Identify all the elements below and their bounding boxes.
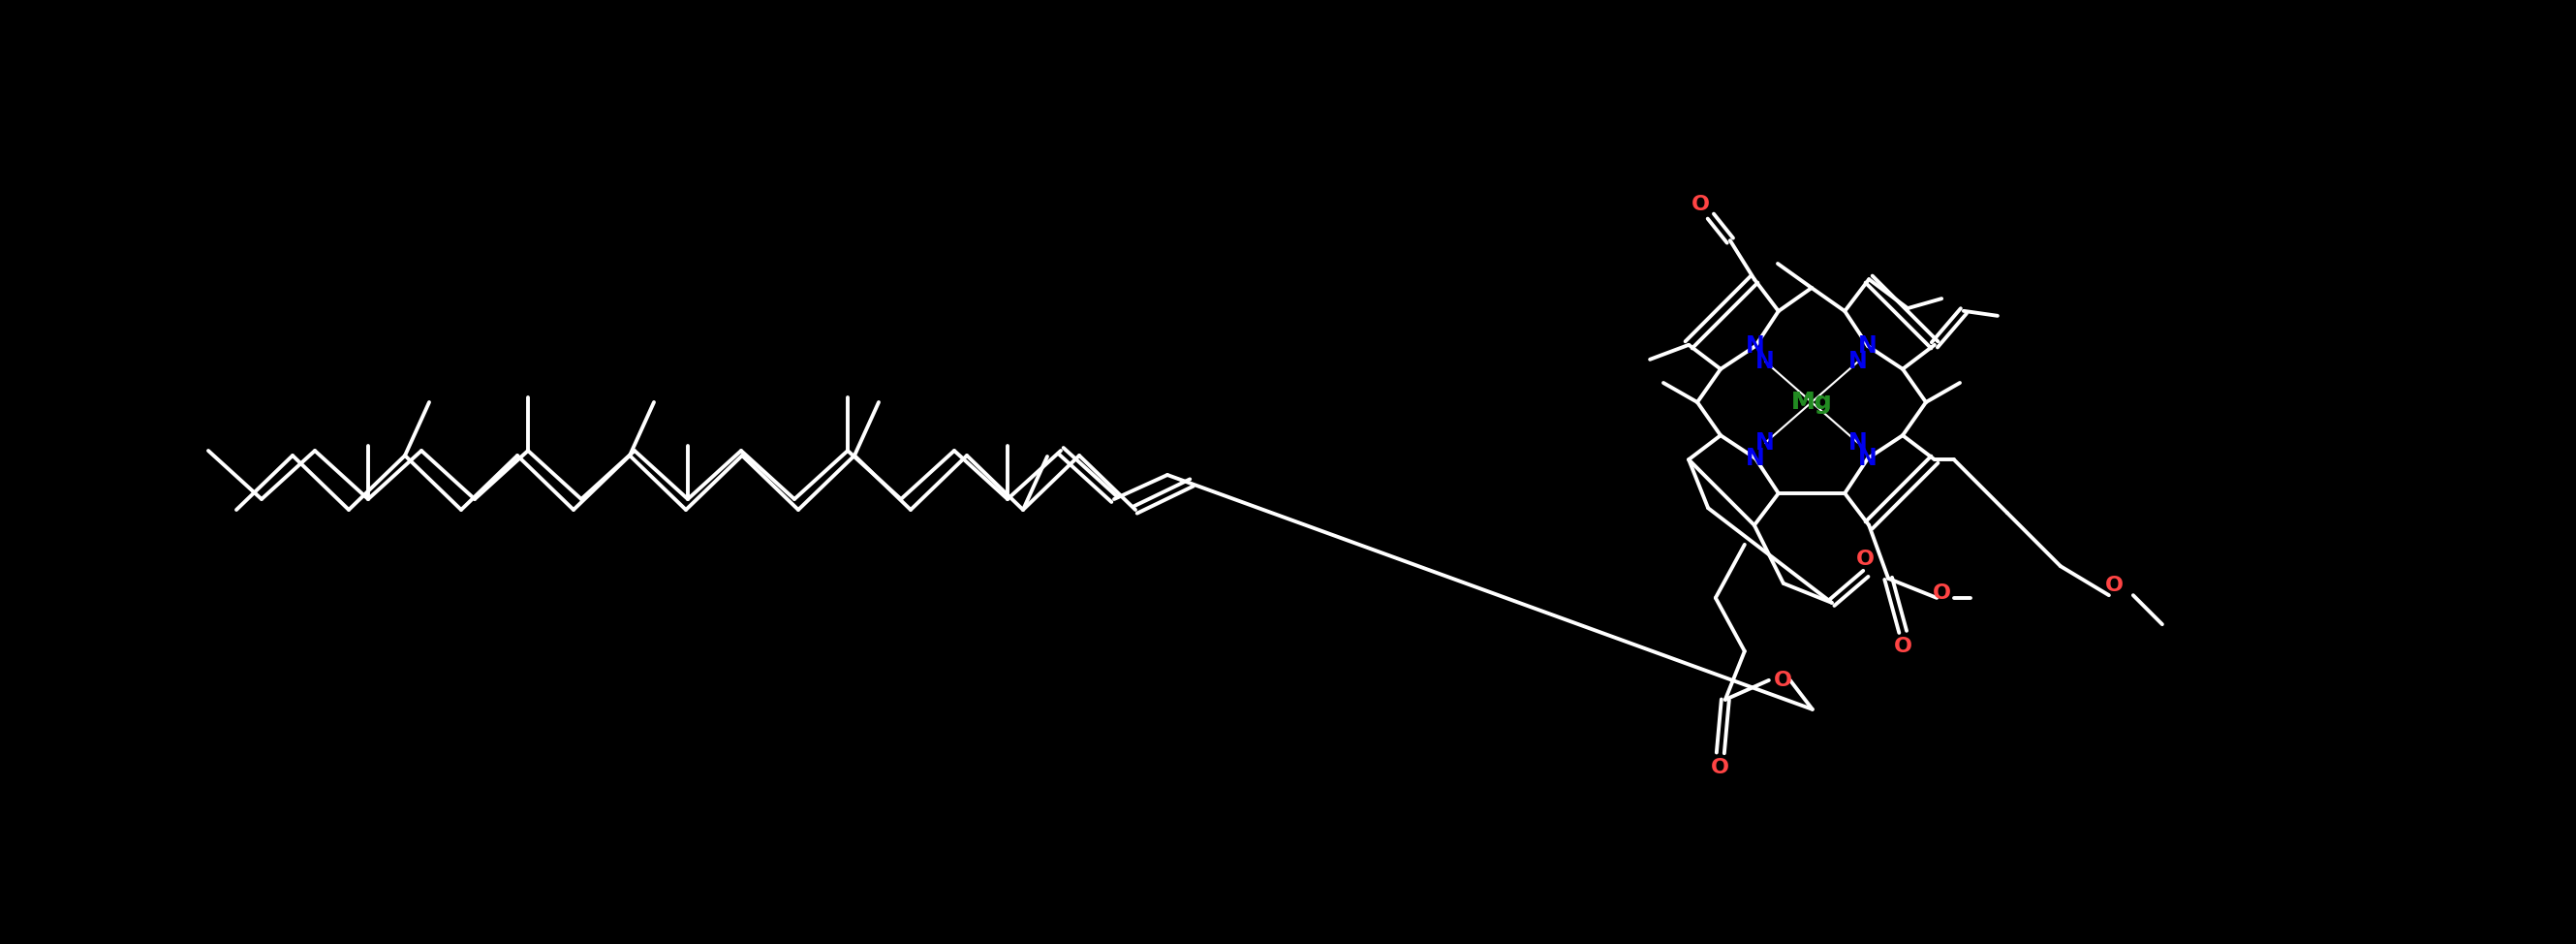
Text: Mg: Mg xyxy=(1790,391,1832,413)
Text: O: O xyxy=(1932,583,1950,602)
Text: O: O xyxy=(1893,636,1911,656)
Text: Mg: Mg xyxy=(1790,391,1832,413)
Text: N: N xyxy=(1747,447,1765,470)
Text: O: O xyxy=(1710,758,1728,777)
Text: N: N xyxy=(1757,350,1775,373)
Text: O: O xyxy=(1775,670,1793,690)
Text: O: O xyxy=(1857,549,1875,569)
Text: N: N xyxy=(1850,431,1868,455)
Text: N: N xyxy=(1747,334,1765,358)
Text: O: O xyxy=(2105,576,2123,596)
Text: O: O xyxy=(1692,194,1710,214)
Text: N: N xyxy=(1757,431,1775,455)
Text: N: N xyxy=(1850,350,1868,373)
Text: N: N xyxy=(1857,334,1878,358)
Text: N: N xyxy=(1857,447,1878,470)
